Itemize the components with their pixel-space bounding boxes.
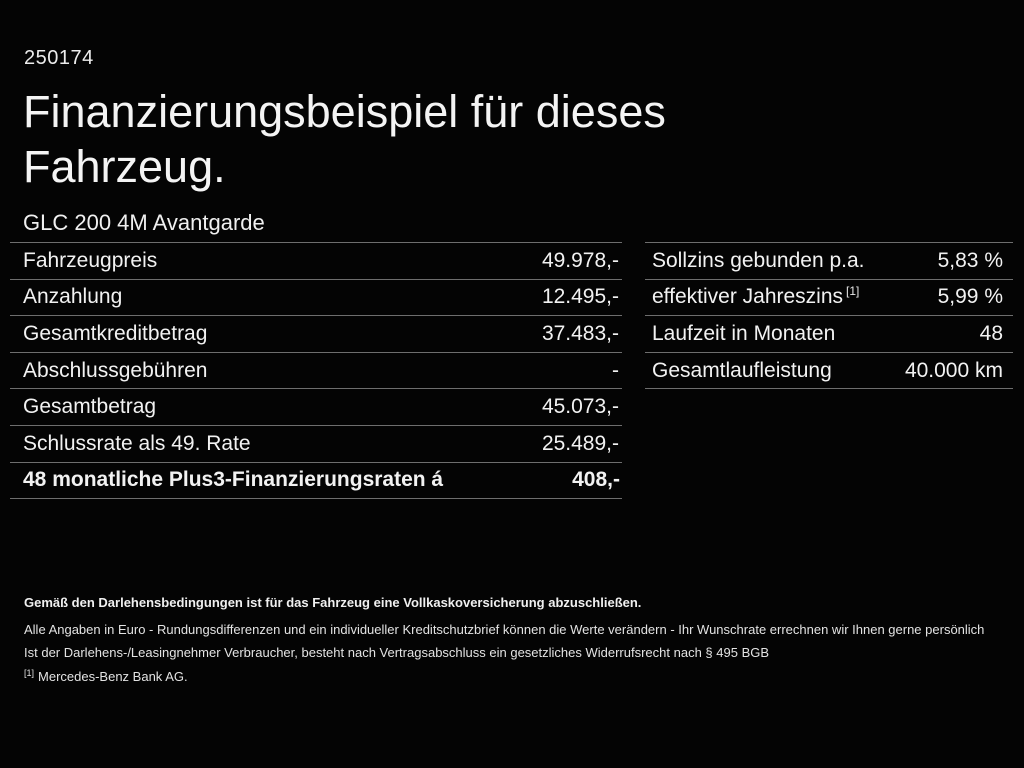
row-label: Laufzeit in Monaten — [652, 321, 836, 345]
table-row-gesamtbetrag: Gesamtbetrag 45.073,- — [10, 389, 622, 426]
disclaimer-line-2: Ist der Darlehens-/Leasingnehmer Verbrau… — [24, 645, 770, 660]
row-label: Gesamtkreditbetrag — [23, 321, 208, 345]
finance-table: GLC 200 4M Avantgarde Fahrzeugpreis 49.9… — [10, 203, 622, 500]
table-row-monatsrate: 48 monatliche Plus3-Finanzierungsraten á… — [10, 463, 622, 500]
row-value: 408,- — [572, 468, 620, 492]
row-value: 48 — [979, 321, 1003, 345]
row-value: 12.495,- — [541, 285, 619, 309]
table-row-gesamtkreditbetrag: Gesamtkreditbetrag 37.483,- — [10, 316, 622, 353]
table-row-schlussrate: Schlussrate als 49. Rate 25.489,- — [10, 426, 622, 463]
legal-footer: Gemäß den Darlehensbedingungen ist für d… — [24, 596, 1004, 683]
table-row-sollzins: Sollzins gebunden p.a. 5,83 % — [645, 243, 1013, 280]
conditions-table-rows: Sollzins gebunden p.a. 5,83 % effektiver… — [645, 242, 1013, 390]
row-value: - — [612, 358, 619, 382]
page-title: Finanzierungsbeispiel für dieses Fahrzeu… — [23, 86, 666, 192]
footnote: [1] Mercedes-Benz Bank AG. — [24, 667, 1004, 684]
footnote-marker: [1] — [24, 667, 35, 678]
insurance-note: Gemäß den Darlehensbedingungen ist für d… — [24, 595, 642, 610]
vehicle-model: GLC 200 4M Avantgarde — [23, 209, 265, 235]
table-row-laufzeit: Laufzeit in Monaten 48 — [645, 316, 1013, 353]
row-label: Gesamtbetrag — [23, 395, 157, 419]
table-row-fahrzeugpreis: Fahrzeugpreis 49.978,- — [10, 243, 622, 280]
footnote-text: Mercedes-Benz Bank AG. — [38, 669, 188, 684]
row-value: 45.073,- — [541, 395, 619, 419]
offer-number: 250174 — [24, 47, 94, 69]
row-value: 5,99 % — [937, 285, 1003, 309]
row-label: Sollzins gebunden p.a. — [652, 248, 865, 272]
conditions-table: Sollzins gebunden p.a. 5,83 % effektiver… — [645, 242, 1013, 390]
disclaimer-line-1: Alle Angaben in Euro - Rundungsdifferenz… — [24, 622, 985, 637]
table-row-abschlussgebuehren: Abschlussgebühren - — [10, 353, 622, 390]
row-value: 40.000 km — [904, 358, 1003, 382]
row-label: Schlussrate als 49. Rate — [23, 431, 251, 455]
row-value: 37.483,- — [541, 321, 619, 345]
table-row-anzahlung: Anzahlung 12.495,- — [10, 280, 622, 317]
footnote-reference: [1] — [846, 284, 860, 299]
row-label-text: effektiver Jahreszins — [652, 285, 844, 309]
row-value: 5,83 % — [937, 248, 1003, 272]
row-label: 48 monatliche Plus3-Finanzierungsraten á — [23, 468, 444, 492]
finance-table-rows: Fahrzeugpreis 49.978,- Anzahlung 12.495,… — [10, 242, 622, 500]
table-row-effektiver-jahreszins: effektiver Jahreszins [1] 5,99 % — [645, 280, 1013, 317]
row-label: Gesamtlaufleistung — [652, 358, 832, 382]
row-label: Anzahlung — [23, 285, 123, 309]
table-row-gesamtlaufleistung: Gesamtlaufleistung 40.000 km — [645, 353, 1013, 390]
row-value: 25.489,- — [541, 431, 619, 455]
row-label: Abschlussgebühren — [23, 358, 208, 382]
row-label: effektiver Jahreszins [1] — [645, 285, 859, 309]
row-label: Fahrzeugpreis — [23, 248, 158, 272]
row-value: 49.978,- — [541, 248, 619, 272]
